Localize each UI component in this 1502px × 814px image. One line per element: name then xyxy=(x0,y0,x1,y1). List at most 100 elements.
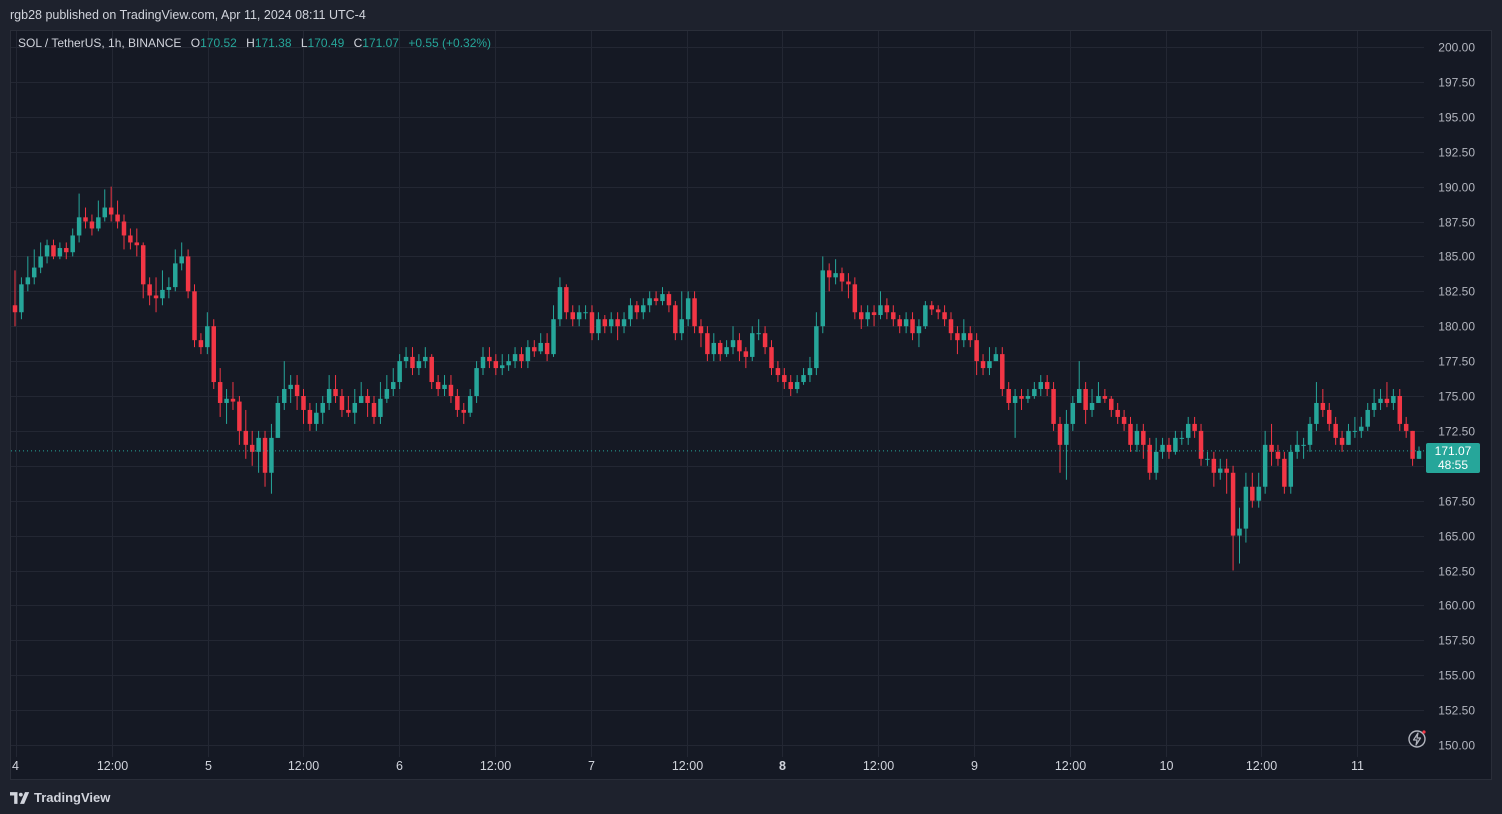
candle-down xyxy=(615,312,620,341)
candle-body xyxy=(865,312,870,320)
candle-body xyxy=(1211,458,1217,473)
candle-down xyxy=(948,312,954,341)
candle-down xyxy=(1109,396,1114,417)
candle-up xyxy=(551,305,556,357)
candle-body xyxy=(1076,389,1082,403)
candle-down xyxy=(108,186,114,222)
candle-down xyxy=(852,277,858,320)
candle-body xyxy=(384,389,390,399)
price-tick-label: 180.00 xyxy=(1438,320,1475,334)
candle-down xyxy=(1333,416,1338,445)
bar-countdown: 48:55 xyxy=(1437,458,1469,472)
candle-body xyxy=(314,412,319,424)
candle-body xyxy=(903,319,909,327)
candle-down xyxy=(1275,444,1281,466)
candle-body xyxy=(833,273,838,278)
candle-body xyxy=(519,354,524,362)
candle-body xyxy=(608,319,614,327)
candle-up xyxy=(621,312,627,334)
candle-body xyxy=(243,430,249,445)
candle-up xyxy=(288,375,293,403)
candle-down xyxy=(307,402,313,431)
candle-body xyxy=(1346,430,1351,445)
candle-down xyxy=(333,375,338,403)
candle-down xyxy=(910,312,915,341)
candle-body xyxy=(282,389,287,403)
candle-up xyxy=(442,375,447,396)
candle-body xyxy=(724,347,729,355)
candle-body xyxy=(378,398,383,417)
candle-body xyxy=(416,361,422,369)
high-label: H xyxy=(246,36,255,50)
candle-up xyxy=(70,228,75,257)
candle-body xyxy=(391,382,396,390)
candle-body xyxy=(499,365,505,369)
candle-body xyxy=(897,319,902,327)
candle-down xyxy=(493,354,499,376)
candle-body xyxy=(1416,450,1422,459)
candle-body xyxy=(589,312,595,334)
candle-down xyxy=(1230,465,1236,571)
candle-down xyxy=(1147,437,1152,480)
candle-body xyxy=(1173,437,1178,452)
candle-up xyxy=(506,354,511,371)
candle-body xyxy=(717,342,723,355)
candle-up xyxy=(833,259,838,285)
candle-down xyxy=(198,333,204,355)
candle-down xyxy=(782,368,787,390)
candle-body xyxy=(929,305,935,310)
candle-body xyxy=(884,305,890,313)
candle-body xyxy=(70,235,75,253)
candle-body xyxy=(294,384,300,396)
candle-body xyxy=(910,319,915,334)
candle-up xyxy=(576,305,582,327)
candle-down xyxy=(1339,430,1345,452)
candle-body xyxy=(1237,528,1242,536)
candle-up xyxy=(1218,458,1223,480)
candle-down xyxy=(1327,402,1332,431)
footer-bar xyxy=(0,782,1502,814)
candle-body xyxy=(1057,423,1063,445)
lightning-circle-icon[interactable] xyxy=(1407,729,1427,749)
candle-body xyxy=(1410,430,1415,459)
candle-body xyxy=(1153,451,1159,473)
candle-down xyxy=(1057,416,1063,473)
price-tick-label: 157.50 xyxy=(1438,634,1475,648)
candle-body xyxy=(980,361,986,369)
candle-body xyxy=(923,305,928,327)
time-tick-label: 9 xyxy=(971,759,978,773)
chart-frame[interactable] xyxy=(10,30,1492,780)
low-value: 170.49 xyxy=(307,36,345,50)
candle-down xyxy=(1102,389,1108,403)
candle-up xyxy=(499,354,505,376)
candle-body xyxy=(1320,402,1326,410)
price-tick-label: 175.00 xyxy=(1438,390,1475,404)
candle-body xyxy=(1224,468,1229,473)
candle-body xyxy=(1339,437,1345,445)
candle-body xyxy=(205,326,210,348)
candle-down xyxy=(83,207,88,229)
candle-up xyxy=(1301,437,1306,459)
candle-up xyxy=(1089,389,1095,417)
candle-body xyxy=(333,389,338,396)
candle-body xyxy=(974,340,979,362)
candle-body xyxy=(352,402,358,413)
candle-down xyxy=(487,347,492,369)
candle-up xyxy=(467,389,473,417)
candle-body xyxy=(859,312,864,320)
candle-down xyxy=(121,214,127,250)
candle-body xyxy=(346,409,351,413)
candle-body xyxy=(1205,458,1210,460)
price-tick-label: 160.00 xyxy=(1438,599,1475,613)
candle-body xyxy=(256,437,261,452)
candle-up xyxy=(628,298,633,327)
candle-body xyxy=(1141,430,1146,445)
candle-body xyxy=(57,248,63,257)
candle-up xyxy=(1237,507,1242,564)
candle-up xyxy=(1153,437,1159,480)
close-label: C xyxy=(353,36,363,50)
candle-body xyxy=(1115,409,1120,417)
candle-body xyxy=(916,326,922,334)
tradingview-brand[interactable]: TradingView xyxy=(10,790,110,805)
